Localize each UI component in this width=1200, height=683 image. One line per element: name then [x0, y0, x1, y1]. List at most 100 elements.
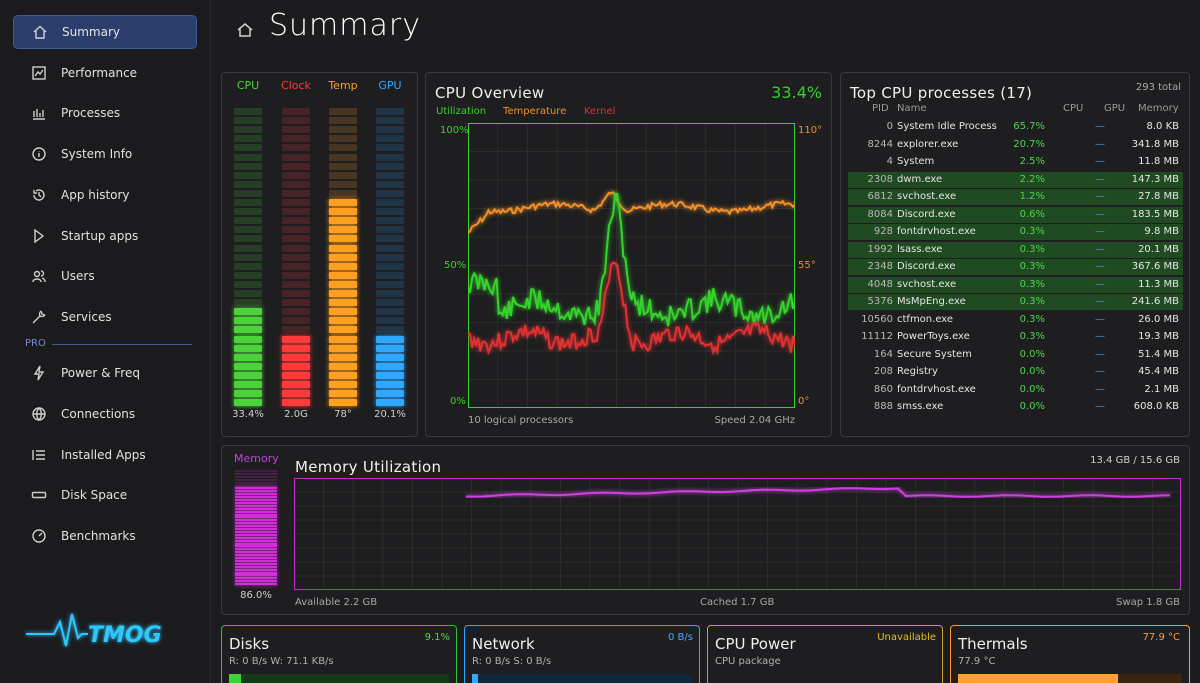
col-pid[interactable]: PID — [872, 103, 889, 114]
col-cpu[interactable]: CPU — [1063, 103, 1084, 114]
gauge-segment — [282, 126, 310, 134]
process-pid: 888 — [873, 401, 893, 412]
gauge-segment — [234, 390, 262, 398]
gauge-segment — [329, 280, 357, 288]
tmog-logo: TMOG — [26, 613, 162, 648]
processes-icon — [31, 105, 47, 121]
process-name: Discord.exe — [897, 261, 956, 272]
sidebar-item-installed-apps[interactable]: Installed Apps — [13, 438, 197, 472]
y-left-0: 0% — [450, 396, 466, 407]
sidebar-item-label: Disk Space — [61, 488, 128, 502]
table-row[interactable]: 888 smss.exe 0.0% — 608.0 KB — [848, 399, 1183, 415]
gauge-segment — [282, 271, 310, 279]
gauge-segment — [329, 153, 357, 161]
process-gpu: — — [1095, 348, 1105, 360]
gauge-segment — [282, 290, 310, 297]
memory-gauge-segment — [235, 539, 277, 542]
memory-gauge-segment — [235, 484, 277, 487]
table-row[interactable]: 860 fontdrvhost.exe 0.0% — 2.1 MB — [848, 382, 1183, 398]
sidebar-item-power-freq[interactable]: Power & Freq — [13, 356, 197, 390]
table-row[interactable]: 2348 Discord.exe 0.3% — 367.6 MB — [848, 259, 1183, 275]
gauge-segment — [282, 262, 310, 270]
gauge-segment — [329, 144, 357, 152]
gauge-segment — [282, 390, 310, 398]
process-cpu: 0.0% — [1019, 348, 1045, 360]
sidebar-item-system-info[interactable]: System Info — [13, 137, 197, 171]
table-row[interactable]: 4048 svchost.exe 0.3% — 11.3 MB — [848, 276, 1183, 293]
cpu-power-card[interactable] — [707, 625, 943, 683]
bolt-icon — [31, 365, 47, 381]
memory-gauge-segment — [235, 499, 277, 501]
col-name[interactable]: Name — [897, 103, 927, 114]
table-row[interactable]: 8244 explorer.exe 20.7% — 341.8 MB — [848, 137, 1183, 153]
table-row[interactable]: 5376 MsMpEng.exe 0.3% — 241.6 MB — [848, 294, 1183, 310]
process-cpu: 2.5% — [1019, 156, 1045, 167]
table-row[interactable]: 8084 Discord.exe 0.6% — 183.5 MB — [848, 206, 1183, 223]
list-icon — [31, 447, 47, 463]
network-sub: R: 0 B/s S: 0 B/s — [472, 656, 552, 667]
sidebar-item-connections[interactable]: Connections — [13, 397, 197, 431]
gauge-segment — [234, 326, 262, 334]
col-memory[interactable]: Memory — [1138, 103, 1179, 114]
sidebar-item-users[interactable]: Users — [13, 259, 197, 293]
table-row[interactable]: 4 System 2.5% — 11.8 MB — [848, 154, 1183, 170]
process-name: System — [897, 156, 935, 167]
sidebar-item-benchmarks[interactable]: Benchmarks — [13, 519, 197, 553]
y-right-55: 55° — [798, 260, 816, 271]
col-gpu[interactable]: GPU — [1104, 103, 1126, 114]
sidebar-item-performance[interactable]: Performance — [13, 56, 197, 90]
pro-section-label: PRO — [25, 338, 46, 349]
table-row[interactable]: 0 System Idle Process 65.7% — 8.0 KB — [848, 119, 1183, 135]
sidebar-item-summary[interactable]: Summary — [13, 15, 197, 49]
sidebar-item-disk-space[interactable]: Disk Space — [13, 478, 197, 512]
gauge-segment — [234, 317, 262, 325]
process-gpu: — — [1095, 261, 1105, 272]
process-name: fontdrvhost.exe — [897, 383, 976, 395]
thermals-title: Thermals — [958, 635, 1028, 653]
gauge-segment — [376, 317, 404, 325]
gauge-segment — [234, 226, 262, 234]
process-gpu: — — [1095, 313, 1105, 325]
table-row[interactable]: 928 fontdrvhost.exe 0.3% — 9.8 MB — [848, 224, 1183, 240]
process-cpu: 0.6% — [1019, 208, 1045, 220]
network-bar — [472, 674, 692, 683]
process-gpu: — — [1095, 121, 1105, 132]
gauge-segment — [376, 381, 404, 388]
gauge-segment — [282, 335, 310, 343]
gauge-segment — [282, 235, 310, 243]
table-row[interactable]: 208 Registry 0.0% — 45.4 MB — [848, 364, 1183, 380]
disks-card[interactable] — [221, 625, 457, 683]
memory-title: Memory Utilization — [295, 458, 442, 476]
table-row[interactable]: 11112 PowerToys.exe 0.3% — 19.3 MB — [848, 329, 1183, 345]
process-memory: 26.0 MB — [1138, 313, 1179, 325]
process-name: explorer.exe — [897, 138, 959, 150]
table-row[interactable]: 6812 svchost.exe 1.2% — 27.8 MB — [848, 189, 1183, 205]
sidebar-item-label: App history — [61, 188, 130, 202]
thermals-card[interactable] — [950, 625, 1190, 683]
gauge-segment — [234, 262, 262, 270]
gauge-segment — [282, 226, 310, 234]
table-row[interactable]: 1992 lsass.exe 0.3% — 20.1 MB — [848, 241, 1183, 258]
gauge-value-gpu: 20.1% — [374, 409, 406, 420]
process-memory: 608.0 KB — [1133, 401, 1179, 412]
sidebar-item-processes[interactable]: Processes — [13, 96, 197, 130]
table-row[interactable]: 164 Secure System 0.0% — 51.4 MB — [848, 347, 1183, 363]
process-pid: 208 — [873, 366, 893, 377]
network-card[interactable] — [464, 625, 700, 683]
sidebar-item-label: Benchmarks — [61, 529, 136, 543]
home-icon[interactable] — [236, 21, 254, 39]
process-name: Secure System — [897, 348, 972, 360]
gauge-segment — [376, 235, 404, 243]
memory-gauge-segment — [235, 583, 277, 586]
gauge-segment — [234, 208, 262, 216]
gauge-label-clock: Clock — [281, 79, 311, 92]
table-row[interactable]: 10560 ctfmon.exe 0.3% — 26.0 MB — [848, 312, 1183, 328]
sidebar-item-startup-apps[interactable]: Startup apps — [13, 219, 197, 253]
memory-gauge-segment — [235, 574, 277, 577]
process-memory: 147.3 MB — [1131, 173, 1179, 185]
sidebar-item-app-history[interactable]: App history — [13, 178, 197, 212]
process-gpu: — — [1095, 331, 1105, 342]
gauge-label-cpu: CPU — [236, 79, 260, 92]
table-row[interactable]: 2308 dwm.exe 2.2% — 147.3 MB — [848, 171, 1183, 188]
sidebar-item-services[interactable]: Services — [13, 300, 197, 334]
